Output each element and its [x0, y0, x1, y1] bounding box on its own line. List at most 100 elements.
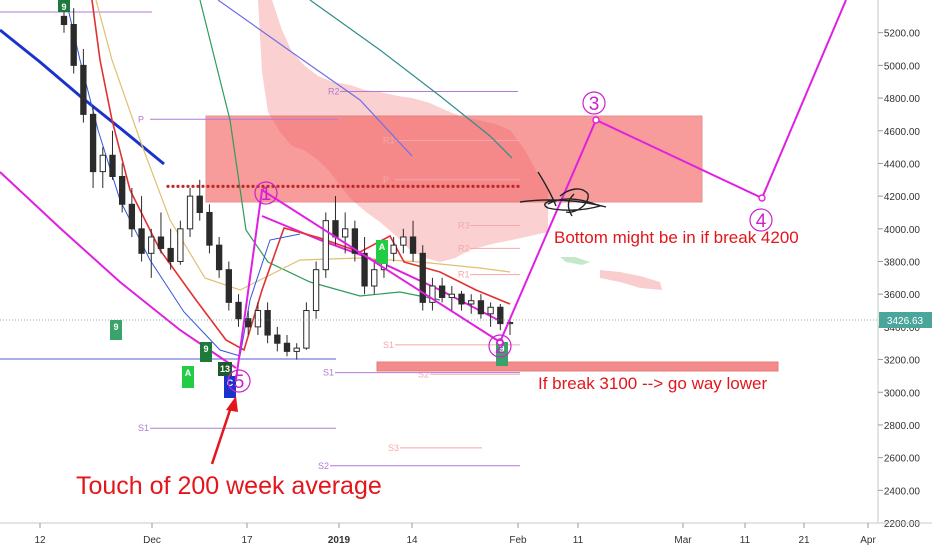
cloud-green-patch	[560, 257, 590, 265]
candle-body	[99, 154, 106, 173]
resistance-dot	[391, 184, 395, 188]
resistance-dot	[196, 184, 200, 188]
current-price-badge	[879, 312, 932, 328]
candle-body	[438, 285, 446, 298]
cloud-tail	[600, 270, 662, 290]
pivot-level-label: S1	[323, 368, 334, 378]
td-count-box	[218, 362, 232, 376]
y-tick-label: 2600.00	[884, 454, 921, 465]
touch-arrow-shaft	[210, 403, 234, 465]
candle-body	[487, 306, 494, 315]
resistance-dot	[516, 184, 520, 188]
resistance-dot	[241, 184, 245, 188]
y-tick-label: 4800.00	[884, 94, 921, 105]
resistance-dot	[226, 184, 230, 188]
wave-label-circle	[488, 334, 512, 358]
td-count-box	[110, 320, 122, 340]
candle-body	[497, 306, 504, 325]
resistance-dot	[251, 184, 255, 188]
y-tick-label: 3000.00	[884, 388, 921, 399]
resistance-dot	[426, 184, 430, 188]
candle-body	[70, 24, 77, 66]
wave-label: 1	[261, 184, 272, 205]
y-tick-label: 3800.00	[884, 258, 921, 269]
pivot-level-label: S1	[138, 423, 149, 433]
resistance-dot	[261, 184, 265, 188]
resistance-dot	[306, 184, 310, 188]
resistance-dot	[416, 184, 420, 188]
resistance-dot	[451, 184, 455, 188]
candle-body	[60, 15, 68, 26]
candle-body	[351, 228, 359, 254]
resistance-dot	[341, 184, 345, 188]
resistance-dot	[331, 184, 335, 188]
td-count-box	[496, 342, 508, 366]
ema-red-line	[91, 0, 511, 352]
resistance-dot	[361, 184, 365, 188]
candle-body	[283, 342, 291, 352]
ema-blue-line	[65, 0, 301, 357]
candle-body	[371, 269, 378, 287]
break-zone	[376, 361, 779, 372]
projection-node	[592, 116, 600, 124]
resistance-dotted-line	[166, 184, 520, 188]
candle-body	[254, 310, 262, 328]
x-tick-label: 12	[34, 535, 46, 546]
x-tick-label: Apr	[860, 535, 876, 546]
y-tick-label: 3200.00	[884, 356, 921, 367]
x-tick-label: 11	[740, 535, 751, 546]
td-count-label: C	[227, 378, 234, 388]
y-tick-label: 5000.00	[884, 61, 921, 72]
y-tick-label: 4600.00	[884, 127, 921, 138]
downtrend-line	[0, 28, 165, 166]
pivot-level-label: S2	[418, 369, 429, 379]
resistance-dot	[431, 184, 435, 188]
resistance-dot	[506, 184, 510, 188]
sma-blue-line	[217, 0, 413, 157]
y-tick-label: 5200.00	[884, 29, 921, 40]
candle-body	[138, 228, 145, 254]
resistance-dot	[401, 184, 405, 188]
td-count-label: A	[379, 242, 386, 252]
bottom-annotation: Bottom might be in if break 4200	[554, 228, 799, 247]
td-count-label: 9	[61, 2, 66, 12]
resistance-dot	[481, 184, 485, 188]
y-tick-label: 3600.00	[884, 290, 921, 301]
projection-node	[758, 194, 766, 202]
resistance-dot	[501, 184, 505, 188]
resistance-dot	[246, 184, 250, 188]
candle-body	[245, 318, 252, 328]
resistance-dot	[446, 184, 450, 188]
td-count-box	[182, 366, 194, 388]
candle-body	[157, 236, 165, 249]
resistance-zone	[205, 115, 703, 203]
resistance-dot	[206, 184, 210, 188]
candle-body	[468, 300, 475, 305]
scribble-mark	[519, 171, 607, 217]
resistance-dot	[471, 184, 475, 188]
pivot-level-label: S3	[388, 443, 399, 453]
resistance-dot	[166, 184, 170, 188]
candle-body	[400, 236, 407, 246]
candle-body	[419, 252, 426, 303]
resistance-dot	[336, 184, 340, 188]
td-count-label: 9	[203, 344, 208, 354]
resistance-dot	[491, 184, 495, 188]
x-tick-label: 21	[798, 535, 810, 546]
candle-body	[342, 228, 349, 238]
resistance-dot	[296, 184, 300, 188]
pivot-level-label: R3	[458, 221, 470, 231]
resistance-dot	[351, 184, 355, 188]
resistance-dot	[396, 184, 400, 188]
resistance-dot	[436, 184, 440, 188]
resistance-dot	[381, 184, 385, 188]
resistance-dot	[411, 184, 415, 188]
touch-arrow-head	[226, 396, 238, 412]
candle-body	[274, 334, 281, 344]
lower-channel-line	[0, 171, 237, 369]
resistance-dot	[356, 184, 360, 188]
sma-teal-line	[309, 0, 513, 159]
candle-body	[89, 113, 97, 173]
candle-body	[390, 244, 397, 254]
candle-body	[109, 154, 116, 178]
